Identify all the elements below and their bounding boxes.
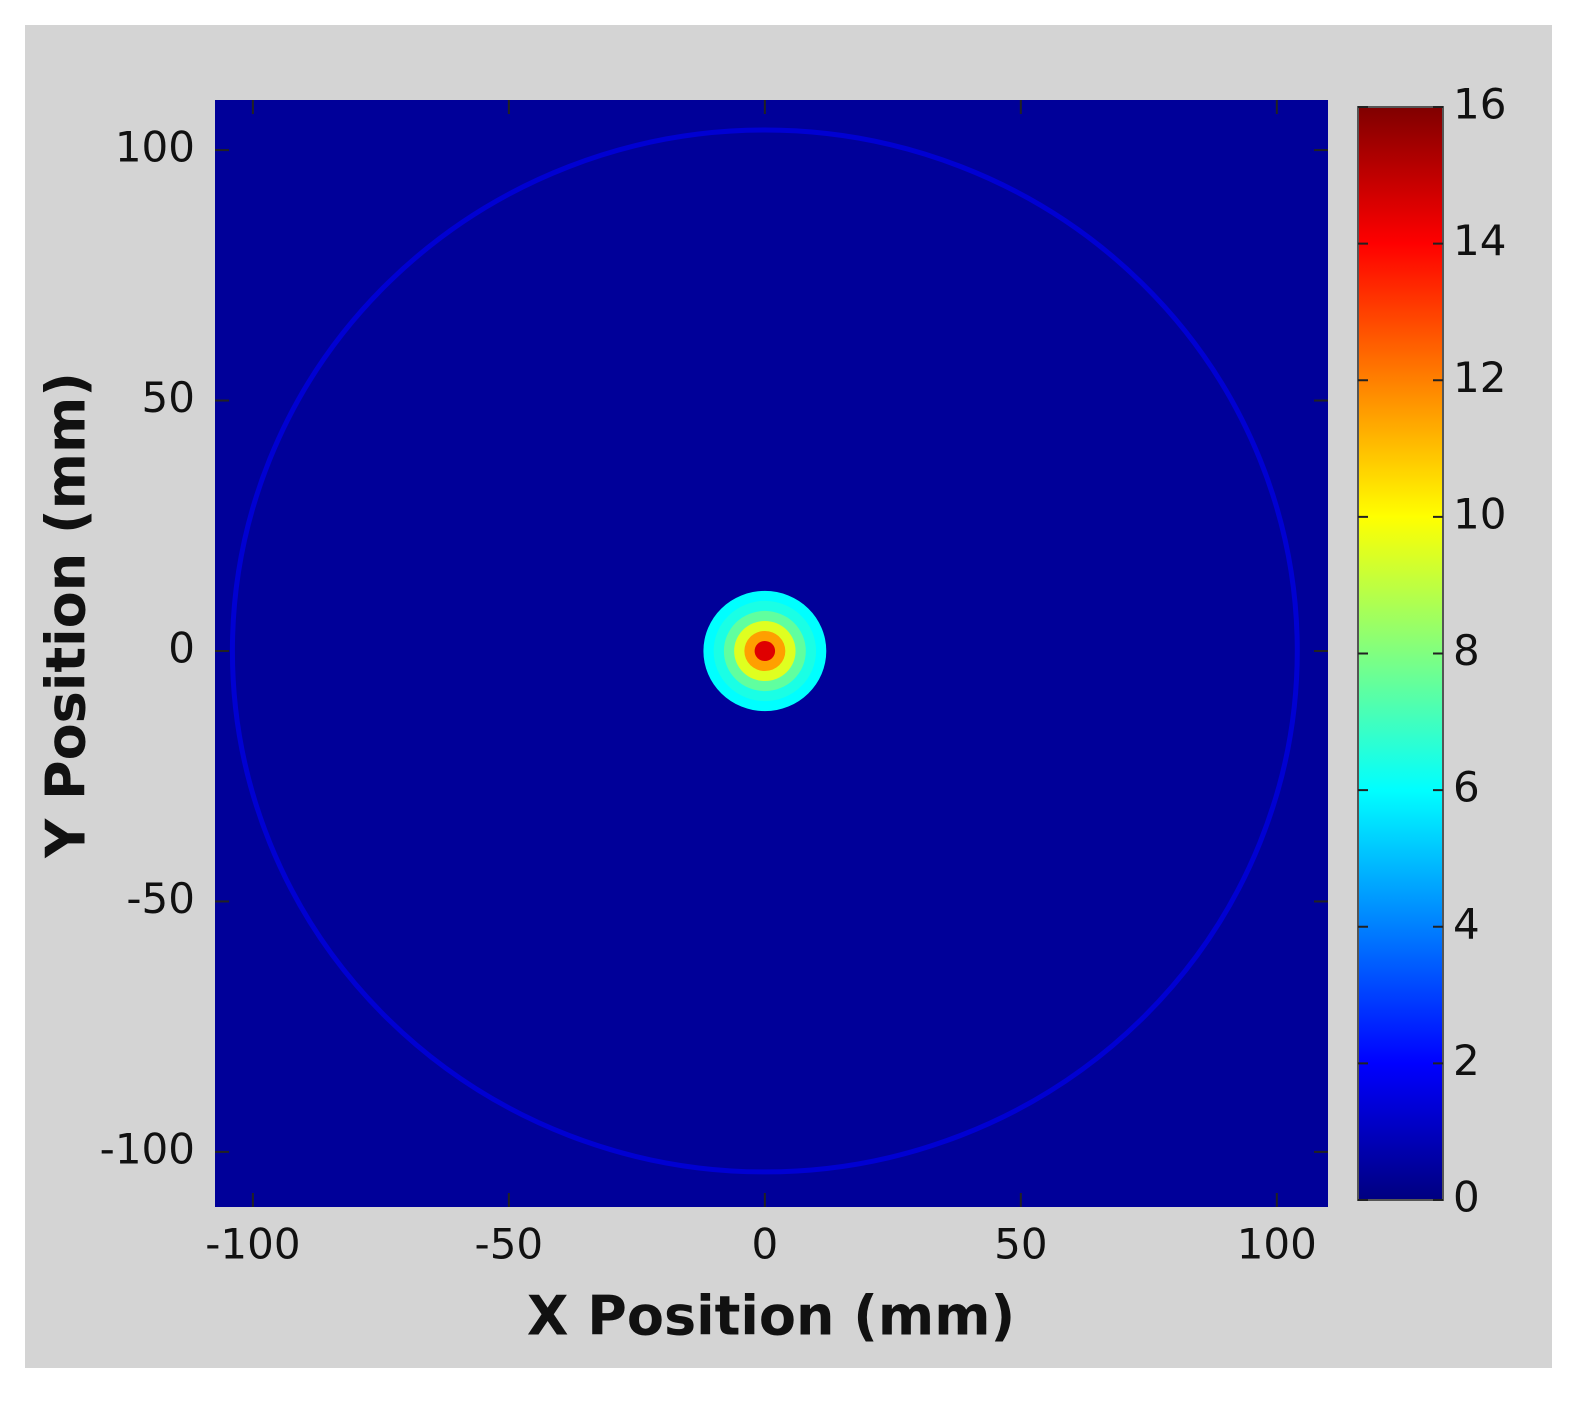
x-tick-label: -100 — [205, 1220, 300, 1269]
x-tick-label: 0 — [751, 1220, 778, 1269]
colorbar-tick-label: 14 — [1453, 216, 1506, 265]
colorbar — [1357, 106, 1444, 1201]
colorbar-tick-label: 0 — [1453, 1173, 1480, 1222]
x-tick-label: -50 — [475, 1220, 544, 1269]
spot-zone — [754, 640, 776, 662]
colorbar-tick-label: 16 — [1453, 80, 1506, 129]
colorbar-tick-label: 10 — [1453, 489, 1506, 538]
colorbar-tick-label: 8 — [1453, 626, 1480, 675]
y-tick-label: 100 — [115, 123, 195, 172]
x-tick-label: 100 — [1237, 1220, 1317, 1269]
y-tick-label: 50 — [142, 373, 195, 422]
colorbar-tick-label: 4 — [1453, 899, 1480, 948]
y-tick-label: -50 — [126, 874, 195, 923]
y-axis-label: Y Position (mm) — [35, 372, 98, 859]
x-axis-label: X Position (mm) — [527, 1285, 1015, 1348]
colorbar-tick-label: 12 — [1453, 353, 1506, 402]
x-tick-label: 50 — [994, 1220, 1047, 1269]
y-tick-label: 0 — [168, 623, 195, 672]
ring — [229, 127, 1300, 1175]
colorbar-tick-label: 6 — [1453, 763, 1480, 812]
colorbar-tick-label: 2 — [1453, 1036, 1480, 1085]
y-tick-label: -100 — [100, 1124, 195, 1173]
